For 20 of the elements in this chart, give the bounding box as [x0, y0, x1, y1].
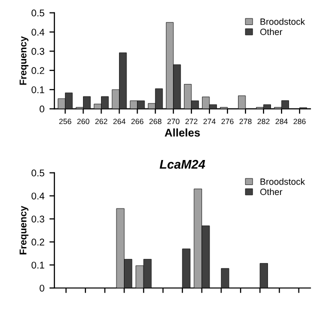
legend-label: Broodstock	[260, 18, 305, 25]
y-axis-title: Frequency	[20, 36, 28, 85]
y-tick-label: 0.2	[32, 67, 44, 74]
y-tick-label: 0.5	[32, 10, 44, 16]
y-tick-label: 0.4	[32, 28, 44, 36]
y-tick-label: 0.3	[32, 216, 44, 222]
y-axis-title: Frequency	[20, 206, 28, 254]
y-tick-label: 0.2	[32, 238, 44, 246]
y-tick-label: 0.5	[32, 170, 44, 176]
y-tick-label: 0	[40, 284, 44, 292]
legend-label: Other	[260, 28, 282, 36]
chart-title: LcaM24	[160, 160, 206, 169]
legend-label: Other	[260, 188, 282, 196]
y-tick-label: 0.3	[32, 48, 44, 55]
x-axis-title: Alleles	[164, 128, 200, 137]
y-tick-label: 0.1	[32, 262, 44, 269]
y-tick-label: 0.4	[32, 192, 44, 200]
y-tick-label: 0.1	[32, 86, 44, 94]
legend-label: Broodstock	[260, 178, 305, 185]
y-tick-label: 0	[40, 106, 44, 112]
